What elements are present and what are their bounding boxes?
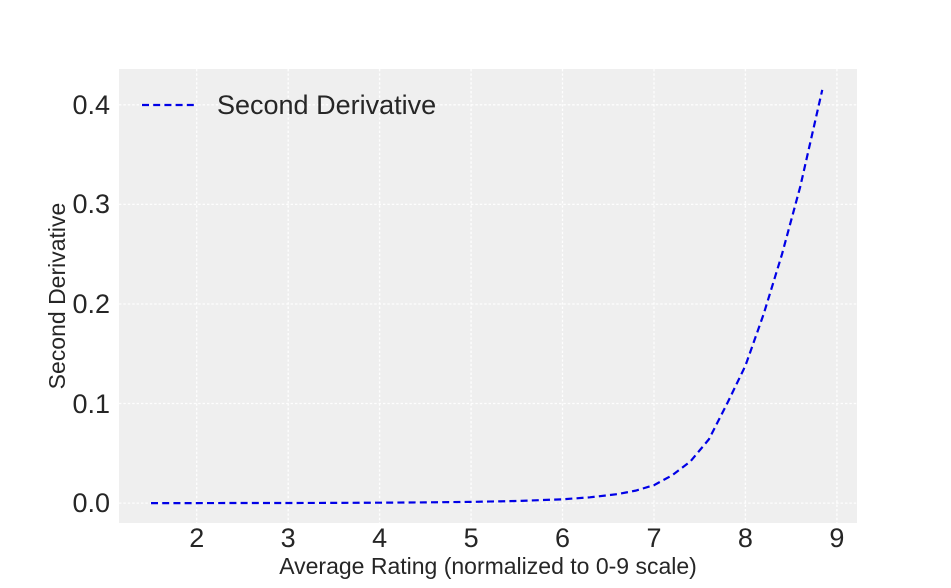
x-tick-label: 2 [189,523,205,553]
plot-area: Second Derivative [119,69,857,523]
x-tick-label: 9 [829,523,845,553]
x-tick-label: 6 [555,523,571,553]
chart-canvas [119,69,857,523]
y-tick-label: 0.2 [72,288,110,319]
y-tick-label: 0.0 [72,488,110,519]
x-tick-label: 7 [646,523,662,553]
x-tick-label: 4 [372,523,388,553]
y-tick-label: 0.3 [72,189,110,220]
series-line [151,89,824,505]
y-axis-label: Second Derivative [44,202,70,390]
y-tick-label: 0.4 [72,89,110,120]
x-tick-label: 8 [737,523,753,553]
x-axis-label: Average Rating (normalized to 0-9 scale) [279,553,697,579]
x-tick-label: 3 [280,523,296,553]
x-tick-label: 5 [463,523,479,553]
y-tick-label: 0.1 [72,388,110,419]
